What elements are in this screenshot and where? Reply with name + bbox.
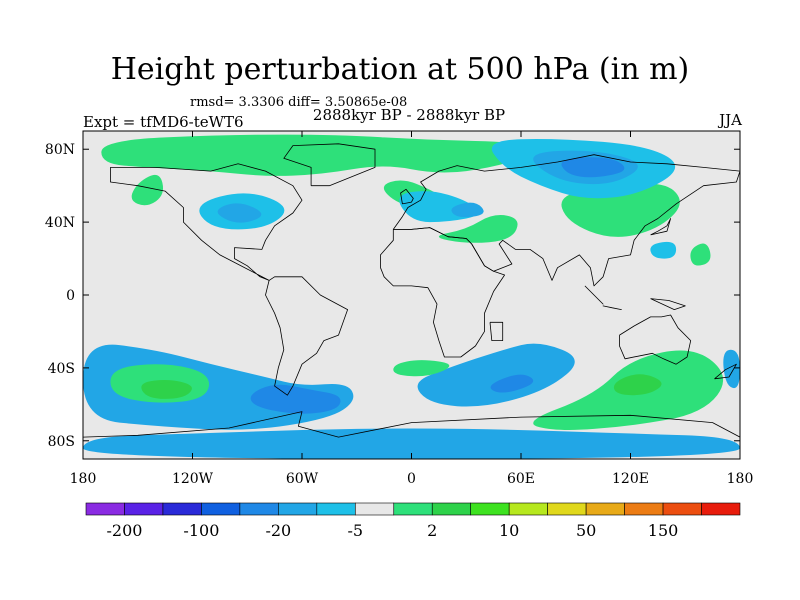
contour-region	[613, 374, 662, 396]
colorbar-swatch	[624, 502, 664, 516]
colorbar-swatch	[585, 502, 625, 516]
y-axis: 80N 40N 0 40S 80S	[45, 142, 740, 450]
colorbar-swatch	[162, 502, 202, 516]
colorbar: -200 -100 -20 -5 2 10 50 150	[85, 502, 741, 540]
x-tick-label: 60W	[286, 471, 319, 487]
contour-region	[690, 243, 711, 266]
contour-region	[217, 203, 262, 223]
colorbar-label: -200	[106, 521, 142, 540]
colorbar-swatch	[124, 502, 164, 516]
colorbar-label: -20	[265, 521, 291, 540]
y-tick-label: 40S	[48, 361, 75, 377]
coastline	[489, 321, 504, 341]
period-label: 2888kyr BP - 2888kyr BP	[312, 106, 506, 124]
colorbar-swatch	[547, 502, 587, 516]
contour-region	[101, 134, 533, 176]
contour-region	[451, 202, 484, 218]
colorbar-swatch	[662, 502, 702, 516]
colorbar-swatch	[278, 502, 318, 516]
colorbar-label: -5	[347, 521, 363, 540]
colorbar-swatch	[393, 502, 433, 516]
coastline	[714, 363, 737, 380]
coastline	[602, 305, 622, 310]
contour-region	[561, 157, 625, 178]
chart-title: Height perturbation at 500 hPa (in m)	[110, 52, 690, 87]
x-tick-label: 180	[70, 471, 97, 487]
y-tick-label: 80N	[45, 142, 75, 158]
coastline	[650, 298, 686, 310]
experiment-label: Expt = tfMD6-teWT6	[83, 113, 244, 131]
x-tick-label: 120E	[612, 471, 649, 487]
contour-region	[393, 360, 450, 377]
colorbar-label: 150	[648, 521, 679, 540]
coastline-layer	[83, 143, 740, 438]
contour-fill-layer	[83, 131, 740, 459]
coastline	[110, 163, 303, 281]
y-tick-label: 80S	[48, 434, 75, 450]
y-tick-label: 0	[66, 288, 75, 304]
colorbar-swatch	[431, 502, 472, 516]
colorbar-swatch	[354, 502, 395, 516]
colorbar-label: 10	[499, 521, 519, 540]
colorbar-swatch	[470, 502, 510, 516]
colorbar-swatch	[201, 502, 241, 516]
season-label: JJA	[719, 111, 742, 129]
coastline	[265, 276, 348, 396]
colorbar-swatch	[239, 502, 279, 516]
colorbar-swatch	[508, 502, 548, 516]
colorbar-label: -100	[183, 521, 219, 540]
x-axis: 180 120W 60W 0 60E 120E 180	[70, 131, 754, 487]
coastline	[400, 188, 414, 205]
contour-region	[723, 349, 740, 389]
colorbar-swatch	[701, 502, 741, 516]
coastline	[283, 143, 376, 187]
contour-region	[131, 174, 164, 206]
contour-region	[141, 380, 192, 399]
x-tick-label: 0	[407, 471, 416, 487]
x-tick-label: 180	[727, 471, 754, 487]
colorbar-swatch	[316, 502, 356, 516]
colorbar-label: 50	[576, 521, 596, 540]
x-tick-label: 120W	[172, 471, 214, 487]
contour-region	[438, 215, 518, 243]
contour-region	[490, 374, 534, 393]
chart-subtitle: rmsd= 3.3306 diff= 3.50865e-08	[190, 95, 408, 110]
y-tick-label: 40N	[45, 215, 75, 231]
x-tick-label: 60E	[507, 471, 535, 487]
colorbar-swatch	[85, 502, 125, 516]
coastline	[83, 411, 740, 438]
coastline	[584, 285, 604, 305]
contour-region	[417, 343, 575, 407]
coastline	[619, 314, 692, 365]
contour-region	[83, 428, 740, 459]
contour-region	[250, 384, 341, 414]
coastline	[650, 218, 671, 236]
coastline	[392, 154, 740, 287]
coastline	[380, 227, 505, 358]
contour-region	[650, 241, 677, 259]
colorbar-label: 2	[427, 521, 437, 540]
